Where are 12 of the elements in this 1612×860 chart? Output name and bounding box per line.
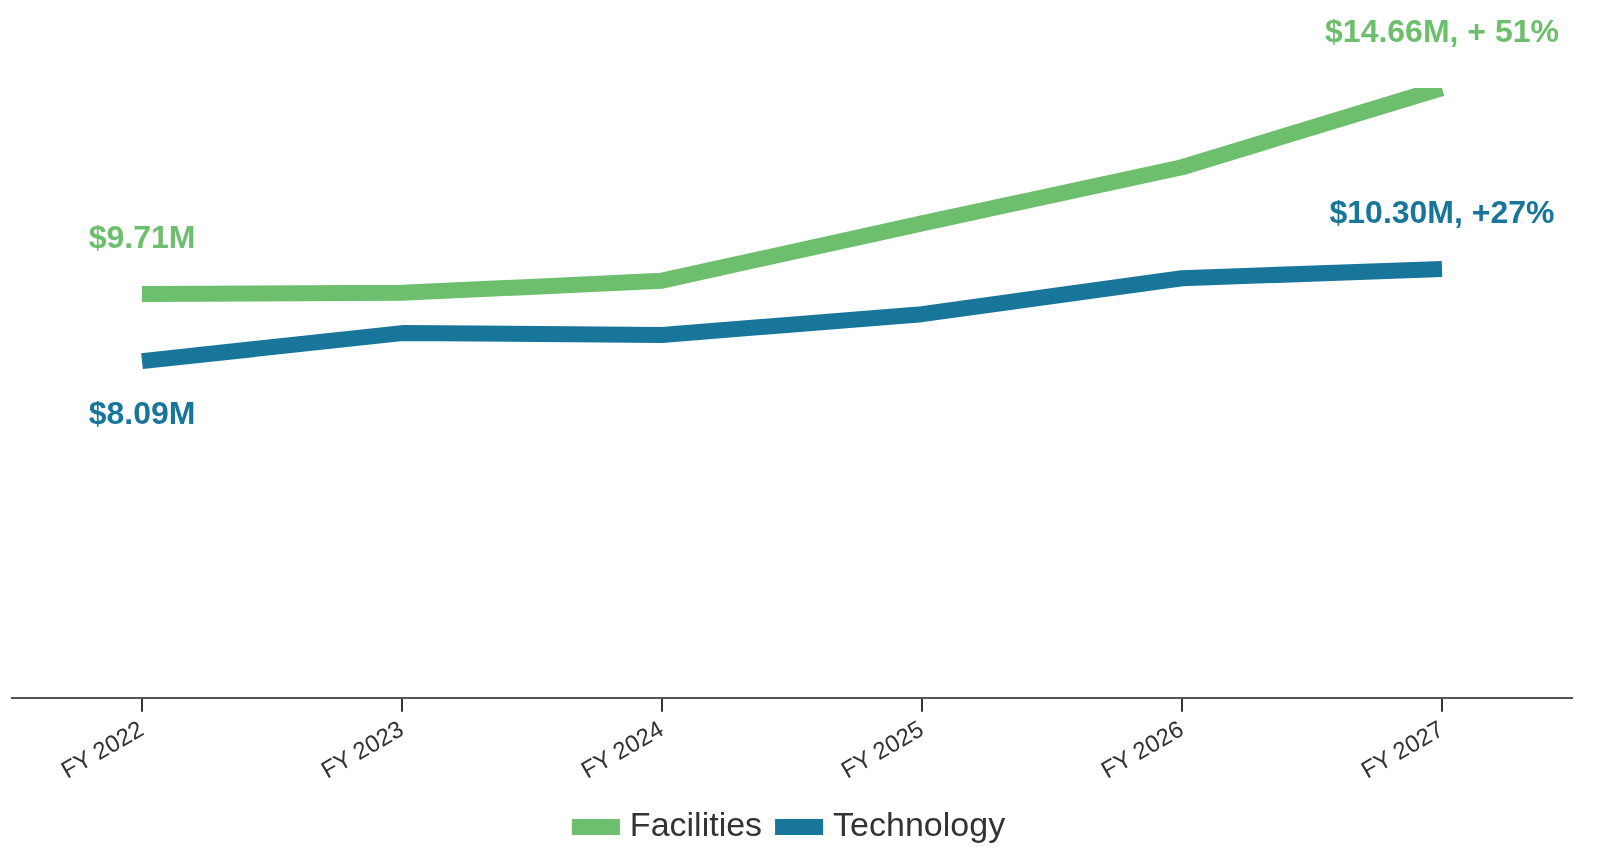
x-tick-label: FY 2025 — [836, 714, 928, 784]
annotation: $8.09M — [88, 394, 196, 431]
x-tick-label: FY 2022 — [56, 714, 148, 784]
annotation: $9.71M — [88, 218, 196, 255]
annotation: $14.66M, + 51% — [1325, 12, 1559, 49]
legend-label: Technology — [833, 805, 1006, 844]
annotation: $10.30M, +27% — [1329, 193, 1555, 230]
x-tick-label: FY 2027 — [1356, 714, 1448, 784]
x-tick-label: FY 2023 — [316, 714, 408, 784]
x-tick-label: FY 2024 — [576, 714, 668, 784]
x-tick-label: FY 2026 — [1096, 714, 1188, 784]
legend-label: Facilities — [629, 805, 763, 844]
